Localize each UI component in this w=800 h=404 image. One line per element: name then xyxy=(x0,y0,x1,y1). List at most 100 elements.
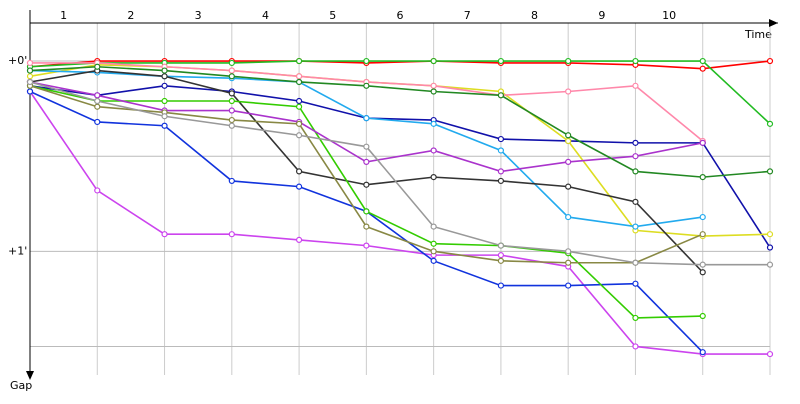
data-point xyxy=(26,59,34,67)
data-point xyxy=(161,67,168,74)
data-point xyxy=(363,181,370,188)
data-point xyxy=(363,223,370,230)
data-point xyxy=(699,57,706,65)
data-point xyxy=(565,213,572,221)
data-point xyxy=(228,73,235,80)
data-point xyxy=(632,168,639,175)
x-axis-arrow xyxy=(769,19,778,27)
series-line xyxy=(29,64,771,237)
data-point xyxy=(699,269,706,276)
x-tick-label: 4 xyxy=(262,9,269,22)
y-tick-label: +0' xyxy=(8,54,27,67)
series-line xyxy=(29,60,771,70)
x-tick-label: 10 xyxy=(662,9,676,22)
data-point xyxy=(363,158,370,165)
data-point xyxy=(632,153,639,160)
x-tick-label: 6 xyxy=(397,9,404,22)
data-point xyxy=(497,92,505,99)
data-point xyxy=(94,187,101,194)
data-point xyxy=(94,92,101,99)
data-point xyxy=(699,213,706,221)
data-point xyxy=(161,97,168,105)
data-point xyxy=(430,223,437,230)
data-point xyxy=(363,115,370,122)
x-tick-label: 5 xyxy=(329,9,336,22)
data-point xyxy=(632,139,639,146)
series-line xyxy=(29,91,770,355)
data-point xyxy=(295,78,303,86)
data-point xyxy=(363,208,370,215)
series-line xyxy=(29,84,771,248)
series-line xyxy=(29,60,771,125)
data-point xyxy=(94,63,101,70)
data-point xyxy=(295,236,303,244)
x-axis-label: Time xyxy=(744,28,772,41)
data-point xyxy=(94,97,101,105)
data-point xyxy=(766,244,774,251)
y-tick-label: +1' xyxy=(8,244,27,257)
series-line xyxy=(29,81,770,266)
data-point xyxy=(565,88,572,95)
data-point xyxy=(228,177,235,185)
data-point xyxy=(295,103,303,110)
data-point xyxy=(228,116,235,124)
data-point xyxy=(699,261,706,268)
data-point xyxy=(766,261,774,268)
data-point xyxy=(766,120,774,127)
x-tick-label: 2 xyxy=(127,9,134,22)
data-point xyxy=(699,65,706,72)
data-point xyxy=(430,82,437,89)
data-point xyxy=(632,314,639,322)
data-point xyxy=(363,143,370,150)
data-point xyxy=(565,183,572,190)
x-tick-label: 7 xyxy=(464,9,471,22)
data-point xyxy=(26,78,34,86)
series-line xyxy=(29,65,771,178)
data-point xyxy=(363,82,370,89)
data-point xyxy=(228,231,235,238)
data-point xyxy=(295,183,303,190)
data-point xyxy=(228,107,235,114)
data-point xyxy=(766,168,774,175)
data-point xyxy=(699,174,706,181)
data-point xyxy=(430,174,437,181)
data-point xyxy=(565,282,572,289)
data-point xyxy=(228,59,235,67)
data-point xyxy=(161,113,168,120)
x-tick-label: 3 xyxy=(195,9,202,22)
data-point xyxy=(565,259,572,266)
data-point xyxy=(26,88,34,95)
data-point xyxy=(497,168,505,175)
data-point xyxy=(632,57,639,65)
data-point xyxy=(632,223,639,230)
data-point xyxy=(632,82,639,89)
data-point xyxy=(228,90,235,97)
data-point xyxy=(363,57,370,65)
data-point xyxy=(497,282,505,289)
data-point xyxy=(161,82,168,89)
data-point xyxy=(295,57,303,65)
x-tick-label: 9 xyxy=(598,9,605,22)
data-point xyxy=(699,312,706,320)
data-point xyxy=(94,103,101,110)
data-point xyxy=(94,118,101,126)
data-point xyxy=(430,88,437,95)
data-point xyxy=(295,97,303,105)
data-point xyxy=(161,231,168,238)
data-point xyxy=(26,67,34,74)
data-point xyxy=(699,231,706,238)
data-point xyxy=(497,147,505,154)
data-point xyxy=(295,132,303,139)
data-point xyxy=(161,73,168,80)
x-tick-label: 8 xyxy=(531,9,538,22)
data-point xyxy=(632,280,639,287)
data-point xyxy=(565,137,572,145)
data-point xyxy=(766,57,774,65)
data-point xyxy=(430,57,437,65)
data-point xyxy=(295,120,303,127)
x-tick-label: 1 xyxy=(60,9,67,22)
data-point xyxy=(699,139,706,146)
data-point xyxy=(430,240,437,247)
data-point xyxy=(766,231,774,238)
